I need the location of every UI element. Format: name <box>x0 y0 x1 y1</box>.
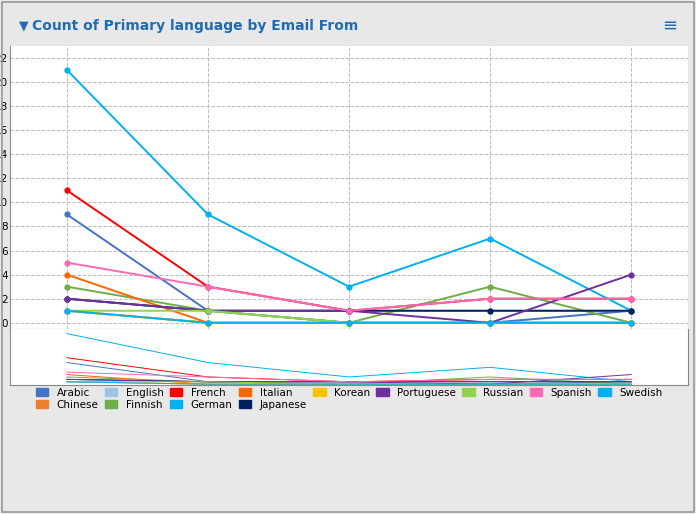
Text: ≡: ≡ <box>663 16 677 34</box>
X-axis label: Top 5 Email From: Top 5 Email From <box>10 360 105 370</box>
Legend: Arabic, Chinese, English, Finnish, French, German, Italian, Japanese, Korean, Po: Arabic, Chinese, English, Finnish, Frenc… <box>33 384 665 413</box>
Text: Count of Primary language by Email From: Count of Primary language by Email From <box>32 19 358 32</box>
Text: ▼: ▼ <box>19 19 29 32</box>
